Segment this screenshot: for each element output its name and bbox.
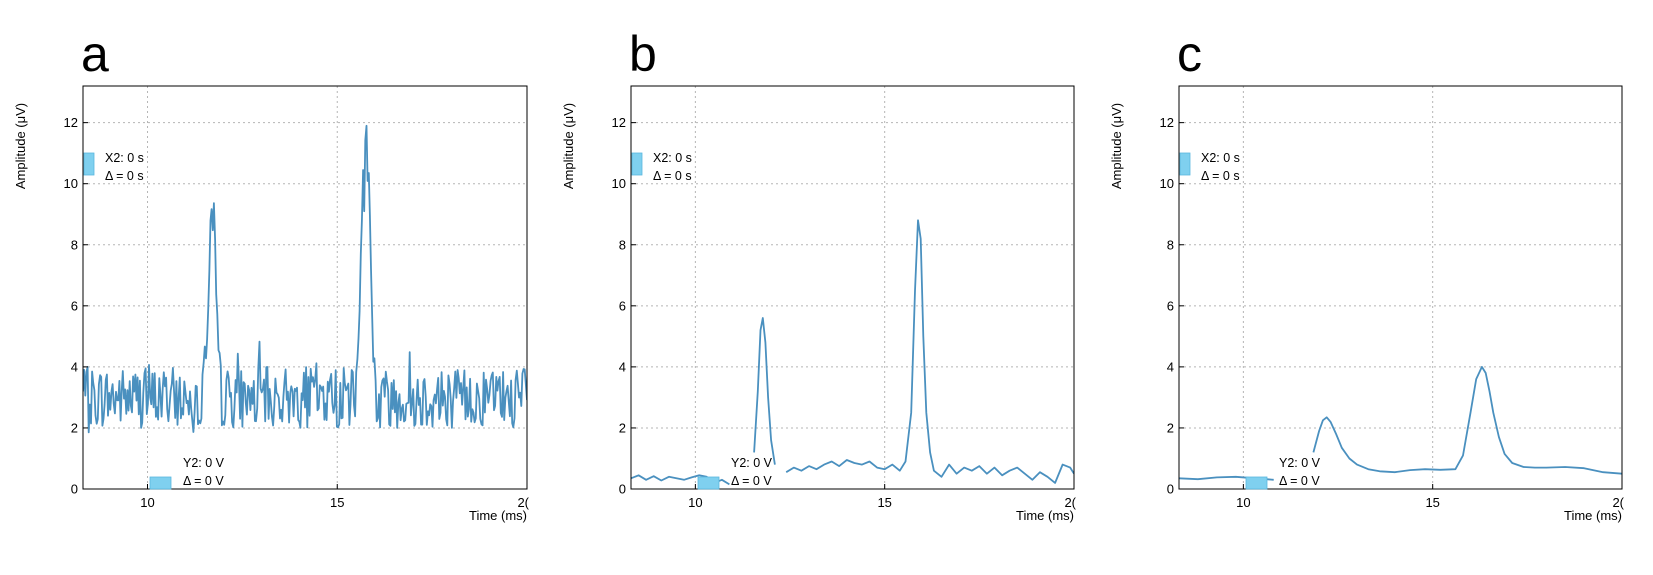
x-tick-label: 2( (1064, 495, 1076, 510)
trace-group (83, 124, 527, 434)
y-tick-label: 10 (612, 176, 626, 191)
x-axis-label: Time (ms) (469, 508, 527, 523)
x-tick-label: 15 (330, 495, 344, 510)
cursor-x-delta-readout: Δ = 0 s (653, 169, 692, 183)
x-tick-label: 10 (1236, 495, 1250, 510)
trace-group (1179, 366, 1622, 481)
cursor-y2-handle[interactable] (149, 476, 172, 490)
y-tick-label: 12 (1160, 115, 1174, 130)
x-tick-label: 2( (1612, 495, 1624, 510)
y-tick-label: 8 (619, 237, 626, 252)
cursor-x2-readout: X2: 0 s (1201, 151, 1240, 165)
y-tick-label: 2 (1167, 420, 1174, 435)
y-tick-label: 8 (71, 237, 78, 252)
y-tick-label: 2 (71, 420, 78, 435)
x-axis-label: Time (ms) (1564, 508, 1622, 523)
cursor-x2-readout: X2: 0 s (653, 151, 692, 165)
trace-group (631, 219, 1074, 486)
cursor-x-delta-readout: Δ = 0 s (1201, 169, 1240, 183)
cursor-y-delta-readout: Δ = 0 V (1279, 474, 1320, 488)
y-axis-label: Amplitude (μV) (1109, 103, 1124, 189)
series-line-noisy (83, 124, 527, 434)
cursor-x2-readout: X2: 0 s (105, 151, 144, 165)
series-line-1 (1312, 366, 1622, 475)
y-axis-label: Amplitude (μV) (13, 103, 28, 189)
cursor-y-delta-readout: Δ = 0 V (183, 474, 224, 488)
y-tick-label: 12 (612, 115, 626, 130)
panel-label: c (1177, 26, 1202, 82)
y-tick-label: 10 (64, 176, 78, 191)
plot-frame (82, 85, 528, 490)
y-tick-label: 8 (1167, 237, 1174, 252)
x-axis-label: Time (ms) (1016, 508, 1074, 523)
chart-panel-b: 0 2 4 6 8 10 12 10 15 2(Time (ms) Amplitude (μV) b X… (561, 26, 1077, 523)
x-tick-label: 15 (1425, 495, 1439, 510)
y-tick-label: 2 (619, 420, 626, 435)
y-tick-label: 4 (71, 359, 78, 374)
cursor-y2-readout: Y2: 0 V (731, 456, 773, 470)
x-tick-label: 10 (688, 495, 702, 510)
cursor-y2-handle[interactable] (697, 476, 720, 490)
plot-frame (630, 85, 1075, 490)
cursor-y2-handle[interactable] (1245, 476, 1268, 490)
cursor-x-delta-readout: Δ = 0 s (105, 169, 144, 183)
cursor-y2-readout: Y2: 0 V (1279, 456, 1321, 470)
panel-label: a (81, 26, 109, 82)
y-tick-label: 0 (1167, 482, 1174, 497)
y-tick-label: 12 (64, 115, 78, 130)
cursor-x2-handle[interactable] (631, 152, 643, 176)
cursor-x2-handle[interactable] (83, 152, 95, 176)
chart-panel-a: 0 2 4 6 8 10 12 10 15 2(Time (ms) Amplitude (μV) a X… (13, 26, 530, 523)
y-tick-label: 0 (619, 482, 626, 497)
plot-frame (1178, 85, 1623, 490)
x-tick-label: 15 (877, 495, 891, 510)
panel-label: b (629, 26, 657, 82)
y-tick-label: 6 (71, 298, 78, 313)
x-tick-label: 2( (517, 495, 529, 510)
y-tick-label: 4 (1167, 359, 1174, 374)
y-tick-label: 6 (619, 298, 626, 313)
series-line-1 (753, 317, 776, 465)
y-tick-label: 6 (1167, 298, 1174, 313)
y-axis-label: Amplitude (μV) (561, 103, 576, 189)
y-tick-label: 0 (71, 482, 78, 497)
y-tick-label: 10 (1160, 176, 1174, 191)
cursor-y-delta-readout: Δ = 0 V (731, 474, 772, 488)
chart-panel-c: 0 2 4 6 8 10 12 10 15 2(Time (ms) Amplitude (μV) c X… (1109, 26, 1625, 523)
cursor-y2-readout: Y2: 0 V (183, 456, 225, 470)
y-tick-label: 4 (619, 359, 626, 374)
cursor-x2-handle[interactable] (1179, 152, 1191, 176)
x-tick-label: 10 (140, 495, 154, 510)
series-line-2 (785, 219, 1074, 484)
